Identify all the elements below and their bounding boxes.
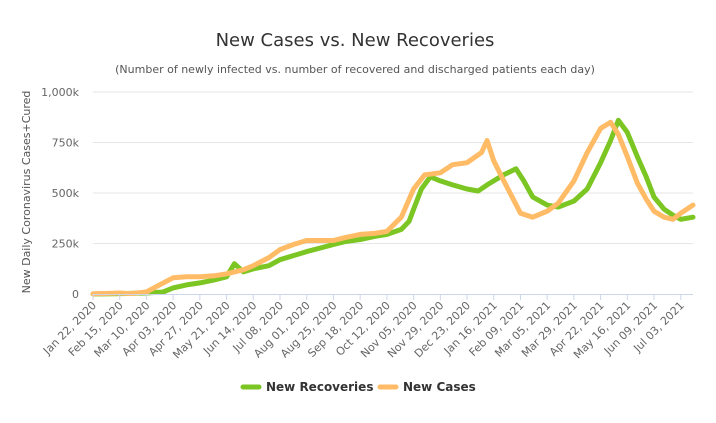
y-tick-label: 0 — [72, 288, 79, 301]
series-line-new-cases[interactable] — [90, 119, 696, 297]
legend-label: New Cases — [403, 380, 476, 394]
y-tick-label: 1,000k — [41, 86, 79, 99]
legend-item-new-cases[interactable]: New Cases — [377, 380, 476, 394]
chart-title: New Cases vs. New Recoveries — [216, 30, 495, 51]
grid-layer — [93, 91, 693, 244]
chart-subtitle: (Number of newly infected vs. number of … — [115, 63, 595, 76]
y-axis-label: New Daily Coronavirus Cases+Cured — [20, 91, 33, 294]
legend-item-new-recoveries[interactable]: New Recoveries — [240, 380, 373, 394]
y-tick-label: 500k — [52, 187, 80, 200]
y-tick-label: 250k — [52, 238, 80, 251]
y-tick-label: 750k — [52, 137, 80, 150]
series-line-new-recoveries[interactable] — [90, 117, 696, 297]
legend-label: New Recoveries — [266, 380, 373, 394]
legend[interactable]: New Recoveries New Cases — [240, 380, 476, 394]
series-layer — [90, 117, 696, 297]
